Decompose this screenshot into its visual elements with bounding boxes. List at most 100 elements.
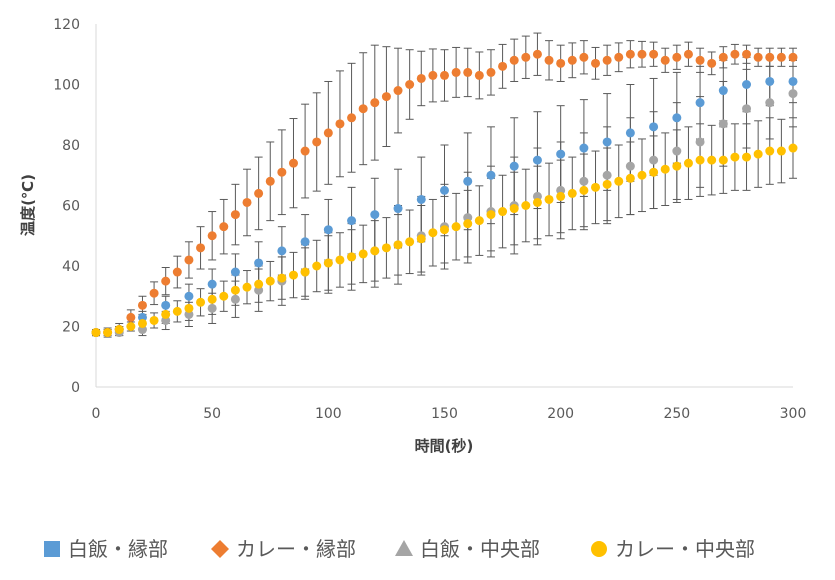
data-point (405, 80, 415, 89)
data-point (637, 49, 647, 59)
x-axis-title: 時間(秒) (415, 437, 474, 455)
data-point (370, 98, 380, 108)
data-point (486, 67, 496, 77)
data-point (416, 194, 426, 204)
data-point (277, 273, 287, 283)
data-point (451, 222, 461, 232)
data-point (591, 58, 601, 68)
data-point (440, 70, 449, 80)
legend-item: カレー・縁部 (211, 537, 356, 561)
data-point (207, 294, 217, 304)
data-point (103, 328, 113, 338)
data-point (347, 252, 357, 262)
data-point (254, 188, 264, 198)
data-point (544, 55, 554, 65)
data-point (579, 185, 589, 195)
legend-item: 白飯・縁部 (44, 537, 168, 561)
legend-item: 白飯・中央部 (395, 537, 540, 561)
data-point (265, 276, 275, 286)
data-point (591, 182, 601, 192)
data-point (742, 80, 752, 89)
data-point (718, 119, 728, 129)
legend-triangle-marker (395, 540, 413, 556)
data-point (300, 267, 310, 277)
data-point (358, 249, 368, 259)
data-point (463, 219, 473, 229)
data-point (381, 92, 391, 102)
data-point (602, 55, 612, 65)
y-tick-labels: 0 20 40 60 80 100 120 (53, 17, 80, 396)
data-point (381, 243, 391, 253)
data-point (312, 137, 322, 147)
data-point (695, 137, 705, 147)
data-point (172, 267, 182, 277)
data-point (695, 55, 705, 65)
data-point (184, 291, 194, 301)
data-point (335, 255, 345, 265)
data-point (532, 49, 542, 59)
data-point (765, 146, 775, 156)
data-point (91, 328, 101, 338)
data-point (335, 119, 345, 129)
x-tick-label: 50 (203, 406, 221, 422)
data-point (602, 170, 612, 180)
data-point (405, 237, 415, 247)
data-point (649, 167, 659, 177)
data-point (126, 322, 136, 331)
data-point (765, 76, 775, 86)
data-point (718, 52, 728, 62)
data-point (207, 231, 217, 241)
data-point (196, 297, 206, 307)
data-point (788, 52, 798, 62)
data-point (753, 52, 763, 62)
data-point (161, 276, 171, 286)
data-point (137, 318, 147, 328)
data-point (509, 55, 519, 65)
legend-label: カレー・縁部 (236, 537, 356, 561)
data-point (440, 185, 449, 195)
data-point (614, 52, 624, 62)
x-tick-labels: 0 50 100 150 200 250 300 (92, 406, 807, 422)
data-point (742, 49, 752, 59)
data-point (695, 155, 705, 165)
data-point (567, 55, 577, 65)
data-point (265, 176, 275, 186)
data-point (718, 155, 728, 165)
data-point (347, 216, 357, 226)
data-point (602, 137, 612, 147)
data-point (556, 58, 566, 68)
data-point (207, 303, 217, 313)
y-tick-label: 60 (62, 199, 80, 215)
x-tick-label: 100 (315, 406, 342, 422)
data-point (579, 143, 589, 153)
data-point (742, 104, 752, 114)
data-point (254, 258, 264, 268)
data-point (556, 191, 566, 201)
data-point (161, 309, 171, 319)
data-point (579, 176, 589, 186)
y-tick-label: 120 (53, 17, 80, 33)
data-point (637, 170, 647, 180)
data-point (184, 303, 194, 313)
data-point (788, 89, 798, 99)
data-point (683, 158, 693, 168)
data-point (416, 234, 426, 244)
data-point (579, 52, 589, 62)
y-tick-label: 0 (71, 380, 80, 396)
data-point (788, 76, 798, 86)
data-point (451, 67, 461, 77)
data-point (370, 246, 380, 256)
data-point (532, 155, 542, 165)
data-point (323, 128, 333, 138)
data-point (695, 98, 705, 108)
data-point (544, 194, 554, 204)
x-tick-label: 250 (663, 406, 690, 422)
data-point (532, 197, 542, 207)
legend-label: カレー・中央部 (615, 537, 755, 561)
data-point (312, 261, 322, 271)
data-point (161, 300, 171, 310)
x-tick-label: 200 (547, 406, 574, 422)
data-point (440, 225, 449, 235)
data-point (277, 167, 287, 177)
